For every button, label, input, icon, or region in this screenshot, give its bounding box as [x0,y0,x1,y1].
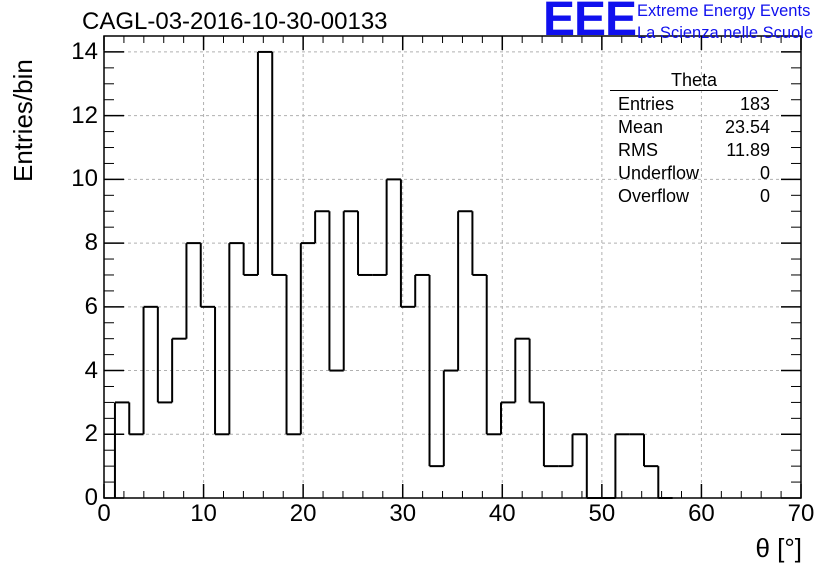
stats-label: Overflow [618,186,690,206]
y-tick-label: 14 [71,37,98,65]
stats-label: Underflow [618,163,700,183]
y-tick-label: 6 [84,292,98,320]
y-tick-label: 0 [84,484,98,511]
stats-row-rms: RMS 11.89 [610,139,778,162]
histogram-bars [113,50,673,499]
y-tick-label: 10 [71,165,98,193]
x-tick-label: 70 [787,500,815,527]
stats-value: 183 [739,94,770,114]
logo-subtitle-1: Extreme Energy Events [637,2,811,20]
stats-value: 0 [759,186,770,206]
y-axis-label: Entries/bin [8,59,38,182]
x-tick-label: 60 [688,500,715,527]
stats-row-underflow: Underflow 0 [610,162,778,185]
stats-value: 0 [759,163,770,183]
y-tick-label: 4 [84,356,98,384]
y-tick-label: 2 [84,420,98,448]
y-tick-label: 8 [84,229,98,257]
eee-logo: EEE [543,0,637,46]
stats-title: Theta [610,70,778,91]
y-tick-label: 12 [71,101,98,129]
x-tick-label: 30 [389,500,417,527]
stats-label: Entries [618,94,675,114]
stats-label: Mean [618,117,664,137]
plot-frame [103,35,802,499]
plot-title: CAGL-03-2016-10-30-00133 [82,8,388,35]
x-tick-label: 0 [97,500,111,527]
stats-row-mean: Mean 23.54 [610,116,778,139]
stats-row-overflow: Overflow 0 [610,185,778,208]
stats-label: RMS [618,140,658,160]
x-tick-label: 10 [190,500,217,527]
x-axis-label: θ [°] [755,533,802,563]
stats-row-entries: Entries 183 [610,93,778,116]
logo-subtitle-2: La Scienza nelle Scuole [637,24,814,42]
x-tick-label: 50 [588,500,616,527]
x-tick-label: 20 [289,500,317,527]
stats-value: 11.89 [726,140,770,160]
stats-box: Theta Entries 183 Mean 23.54 RMS 11.89 U… [610,70,778,208]
x-tick-label: 40 [488,500,516,527]
stats-value: 23.54 [724,117,770,137]
